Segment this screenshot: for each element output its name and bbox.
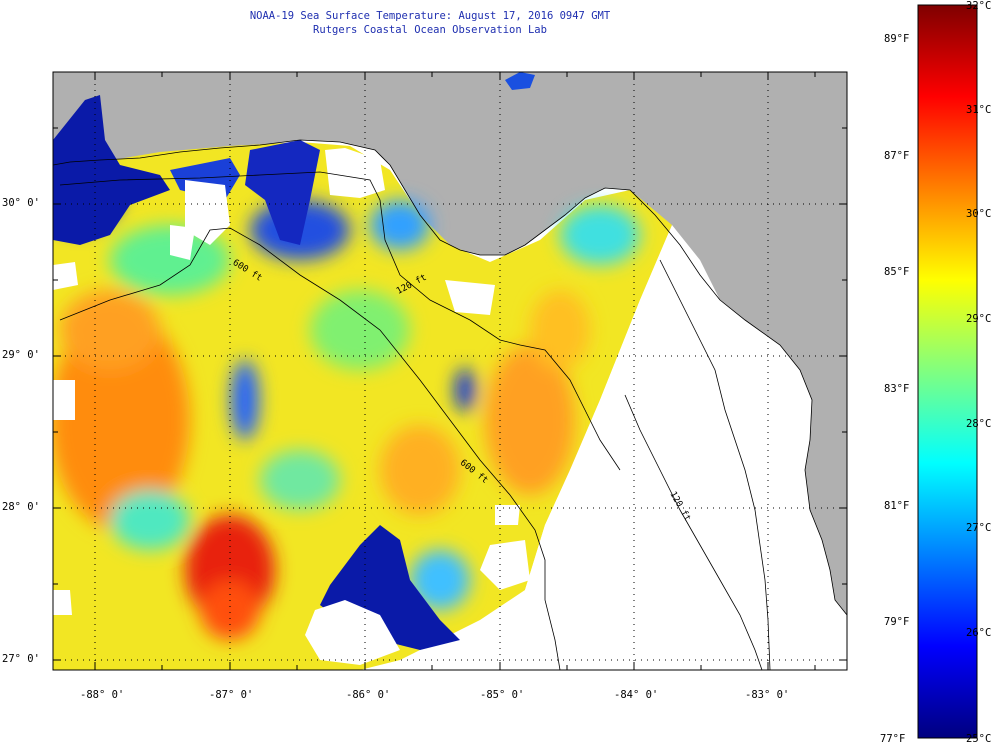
colorbar-c-31: 31°C — [966, 104, 992, 116]
lon-label-84: -84° 0' — [614, 689, 659, 701]
lon-label-87: -87° 0' — [209, 689, 254, 701]
lat-label-29: 29° 0' — [2, 349, 40, 361]
colorbar — [917, 4, 978, 739]
lake — [505, 72, 535, 90]
colorbar-c-32: 32°C — [966, 0, 992, 12]
colorbar-f-89: 89°F — [884, 33, 910, 45]
colorbar-c-30: 30°C — [966, 208, 992, 220]
lat-label-30: 30° 0' — [2, 197, 40, 209]
colorbar-f-77: 77°F — [880, 733, 906, 745]
isobath-600ft-east — [624, 394, 763, 670]
lat-label-27: 27° 0' — [2, 653, 40, 665]
colorbar-f-87: 87°F — [884, 150, 910, 162]
colorbar-f-83: 83°F — [884, 383, 910, 395]
axis-ticks — [53, 72, 847, 670]
cold-water-west — [53, 95, 170, 245]
lat-label-28: 28° 0' — [2, 501, 40, 513]
isobath-120ft-west — [59, 171, 621, 471]
map-subtitle: Rutgers Coastal Ocean Observation Lab — [313, 24, 547, 36]
isobath-600ft — [59, 227, 561, 670]
colorbar-c-28: 28°C — [966, 418, 992, 430]
cold-water-north — [245, 140, 320, 245]
colorbar-c-27: 27°C — [966, 522, 992, 534]
colorbar-c-25: 25°C — [966, 733, 992, 745]
lon-label-86: -86° 0' — [346, 689, 391, 701]
colorbar-f-81: 81°F — [884, 500, 910, 512]
coastline — [53, 139, 847, 616]
map-title: NOAA-19 Sea Surface Temperature: August … — [249, 10, 611, 22]
colorbar-f-79: 79°F — [884, 616, 910, 628]
lon-label-83: -83° 0' — [745, 689, 790, 701]
cloud-gaps — [53, 148, 530, 665]
lon-label-88: -88° 0' — [80, 689, 125, 701]
isobath-120ft-east — [659, 259, 771, 670]
plot-frame — [52, 71, 848, 671]
colorbar-c-29: 29°C — [966, 313, 992, 325]
swath-gap-east — [525, 225, 847, 670]
lon-label-85: -85° 0' — [480, 689, 525, 701]
colorbar-c-26: 26°C — [966, 627, 992, 639]
graticule — [53, 72, 847, 670]
colorbar-f-85: 85°F — [884, 266, 910, 278]
